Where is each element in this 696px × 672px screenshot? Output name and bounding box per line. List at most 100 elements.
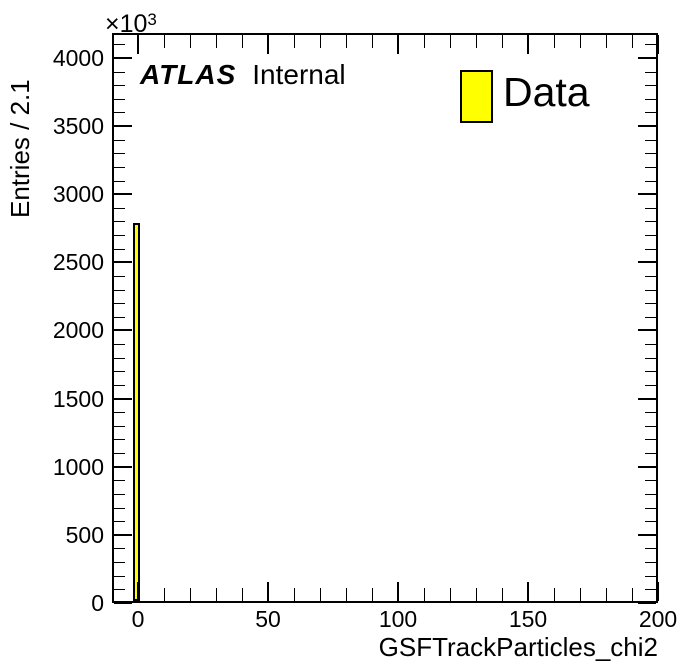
y-minor-tick-mirror xyxy=(645,276,656,277)
x-minor-tick xyxy=(502,588,503,601)
x-tick-label: 100 xyxy=(378,606,418,632)
y-minor-tick xyxy=(114,480,125,481)
x-major-tick-mirror xyxy=(657,35,659,54)
y-minor-tick-mirror xyxy=(645,290,656,291)
x-minor-tick xyxy=(294,588,295,601)
atlas-banner: ATLAS Internal xyxy=(140,60,346,90)
x-major-tick-mirror xyxy=(267,35,269,54)
y-minor-tick xyxy=(114,72,125,73)
y-minor-tick xyxy=(114,562,125,563)
x-major-tick-mirror xyxy=(527,35,529,54)
x-minor-tick xyxy=(320,588,321,601)
y-minor-tick-mirror xyxy=(645,548,656,549)
y-tick-label: 3500 xyxy=(52,113,104,139)
y-minor-tick xyxy=(114,317,125,318)
y-minor-tick xyxy=(114,358,125,359)
y-minor-tick xyxy=(114,290,125,291)
y-minor-tick-mirror xyxy=(645,439,656,440)
y-minor-tick xyxy=(114,276,125,277)
y-minor-tick-mirror xyxy=(645,221,656,222)
y-minor-tick xyxy=(114,112,125,113)
y-minor-tick xyxy=(114,140,125,141)
y-major-tick-mirror xyxy=(638,125,656,127)
y-minor-tick-mirror xyxy=(645,562,656,563)
y-major-tick xyxy=(114,57,132,59)
y-minor-tick xyxy=(114,167,125,168)
y-minor-tick-mirror xyxy=(645,72,656,73)
y-major-tick xyxy=(114,329,132,331)
x-minor-tick-mirror xyxy=(164,35,165,48)
y-tick-label: 500 xyxy=(65,522,104,548)
x-minor-tick-mirror xyxy=(346,35,347,48)
x-minor-tick-mirror xyxy=(242,35,243,48)
y-major-tick-mirror xyxy=(638,261,656,263)
x-minor-tick xyxy=(606,588,607,601)
y-minor-tick xyxy=(114,521,125,522)
legend-label: Data xyxy=(503,69,590,115)
y-minor-tick-mirror xyxy=(645,85,656,86)
y-minor-tick xyxy=(114,153,125,154)
x-minor-tick-mirror xyxy=(294,35,295,48)
y-minor-tick-mirror xyxy=(645,576,656,577)
x-minor-tick xyxy=(346,588,347,601)
y-minor-tick xyxy=(114,44,125,45)
y-minor-tick-mirror xyxy=(645,44,656,45)
y-tick-label: 1500 xyxy=(52,386,104,412)
x-major-tick-mirror xyxy=(397,35,399,54)
x-minor-tick-mirror xyxy=(632,35,633,48)
y-minor-tick-mirror xyxy=(645,99,656,100)
y-minor-tick xyxy=(114,221,125,222)
x-minor-tick xyxy=(632,588,633,601)
y-major-tick xyxy=(114,193,132,195)
y-minor-tick xyxy=(114,385,125,386)
y-minor-tick-mirror xyxy=(645,112,656,113)
y-major-tick xyxy=(114,398,132,400)
experiment-label: ATLAS xyxy=(140,59,237,90)
y-minor-tick-mirror xyxy=(645,480,656,481)
y-tick-label: 3000 xyxy=(52,181,104,207)
y-major-tick-mirror xyxy=(638,534,656,536)
x-minor-tick xyxy=(372,588,373,601)
y-major-tick-mirror xyxy=(638,398,656,400)
x-major-tick xyxy=(267,582,269,601)
y-major-tick-mirror xyxy=(638,602,656,604)
x-minor-tick xyxy=(476,588,477,601)
x-minor-tick-mirror xyxy=(502,35,503,48)
y-minor-tick xyxy=(114,303,125,304)
x-minor-tick-mirror xyxy=(216,35,217,48)
y-minor-tick-mirror xyxy=(645,453,656,454)
y-minor-tick-mirror xyxy=(645,140,656,141)
y-minor-tick-mirror xyxy=(645,358,656,359)
y-major-tick-mirror xyxy=(638,57,656,59)
y-minor-tick-mirror xyxy=(645,371,656,372)
x-tick-label: 50 xyxy=(255,606,281,632)
y-minor-tick xyxy=(114,344,125,345)
y-minor-tick-mirror xyxy=(645,167,656,168)
y-major-tick xyxy=(114,466,132,468)
y-tick-label: 0 xyxy=(91,590,104,616)
y-minor-tick xyxy=(114,235,125,236)
y-minor-tick-mirror xyxy=(645,249,656,250)
plot-frame xyxy=(112,33,658,603)
y-major-tick-mirror xyxy=(638,193,656,195)
x-minor-tick xyxy=(242,588,243,601)
y-major-tick xyxy=(114,125,132,127)
y-minor-tick-mirror xyxy=(645,235,656,236)
x-major-tick xyxy=(137,582,139,601)
x-minor-tick xyxy=(164,588,165,601)
x-minor-tick xyxy=(216,588,217,601)
x-major-tick-mirror xyxy=(137,35,139,54)
y-minor-tick xyxy=(114,508,125,509)
y-minor-tick-mirror xyxy=(645,426,656,427)
y-minor-tick-mirror xyxy=(645,344,656,345)
y-minor-tick-mirror xyxy=(645,208,656,209)
x-minor-tick-mirror xyxy=(450,35,451,48)
y-major-tick-mirror xyxy=(638,466,656,468)
x-tick-label: 150 xyxy=(508,606,548,632)
y-tick-label: 1000 xyxy=(52,454,104,480)
y-minor-tick-mirror xyxy=(645,153,656,154)
x-tick-label: 0 xyxy=(131,606,145,632)
x-minor-tick-mirror xyxy=(606,35,607,48)
y-minor-tick xyxy=(114,412,125,413)
